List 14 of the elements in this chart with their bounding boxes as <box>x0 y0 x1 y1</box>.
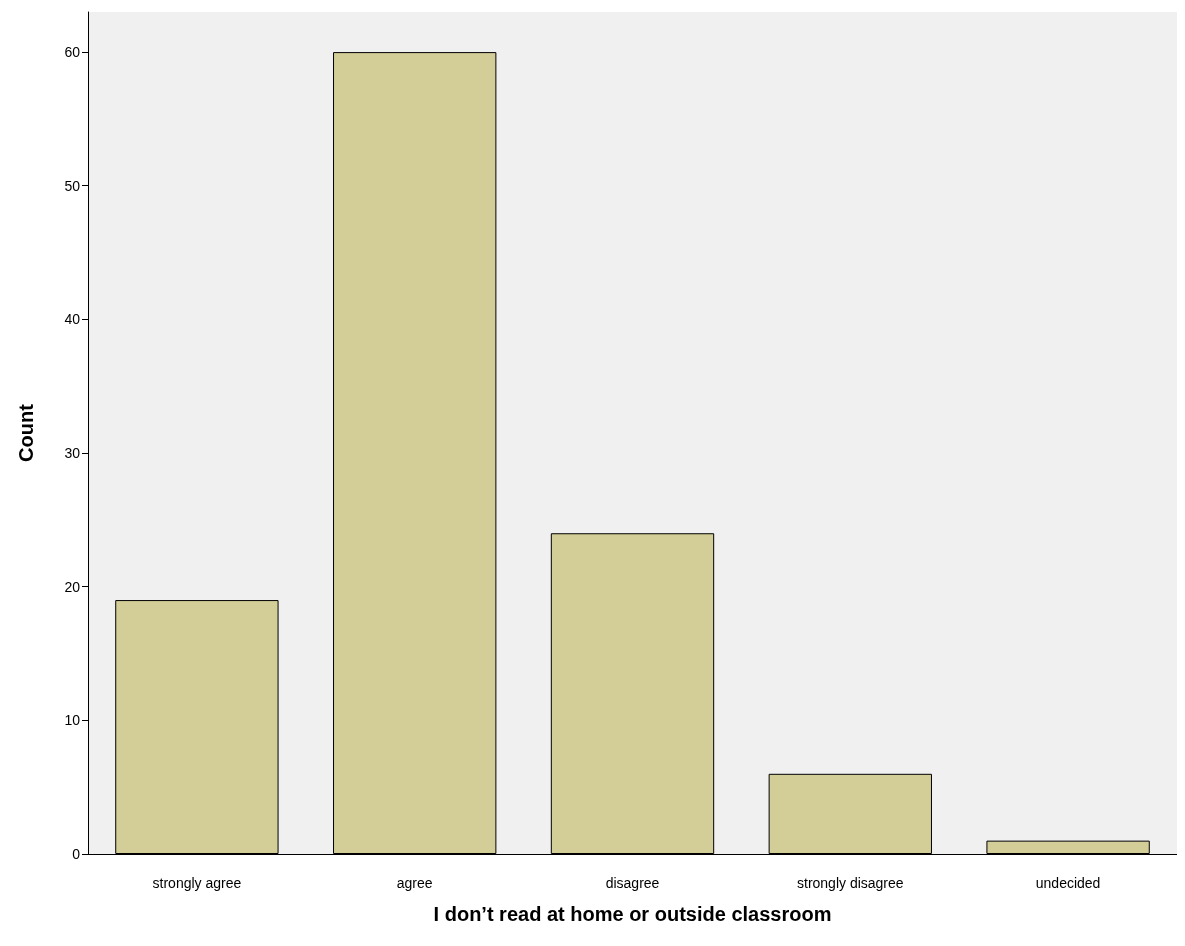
y-tick-label: 60 <box>64 44 81 61</box>
x-tick-label: undecided <box>1035 875 1101 891</box>
y-tick-label: 30 <box>64 445 81 462</box>
x-axis-title: I don’t read at home or outside classroom <box>433 903 832 925</box>
x-tick-label: strongly disagree <box>796 875 904 891</box>
y-tick-label: 0 <box>72 846 81 862</box>
y-axis-title: Count <box>15 403 37 462</box>
y-tick-label: 50 <box>64 177 81 194</box>
x-tick-label: strongly agree <box>152 875 242 891</box>
x-tick-label: disagree <box>605 875 660 891</box>
y-tick-label: 40 <box>64 311 81 328</box>
y-tick-label: 20 <box>64 578 81 595</box>
x-tick-label: agree <box>396 875 433 891</box>
y-tick-label: 10 <box>64 712 81 729</box>
